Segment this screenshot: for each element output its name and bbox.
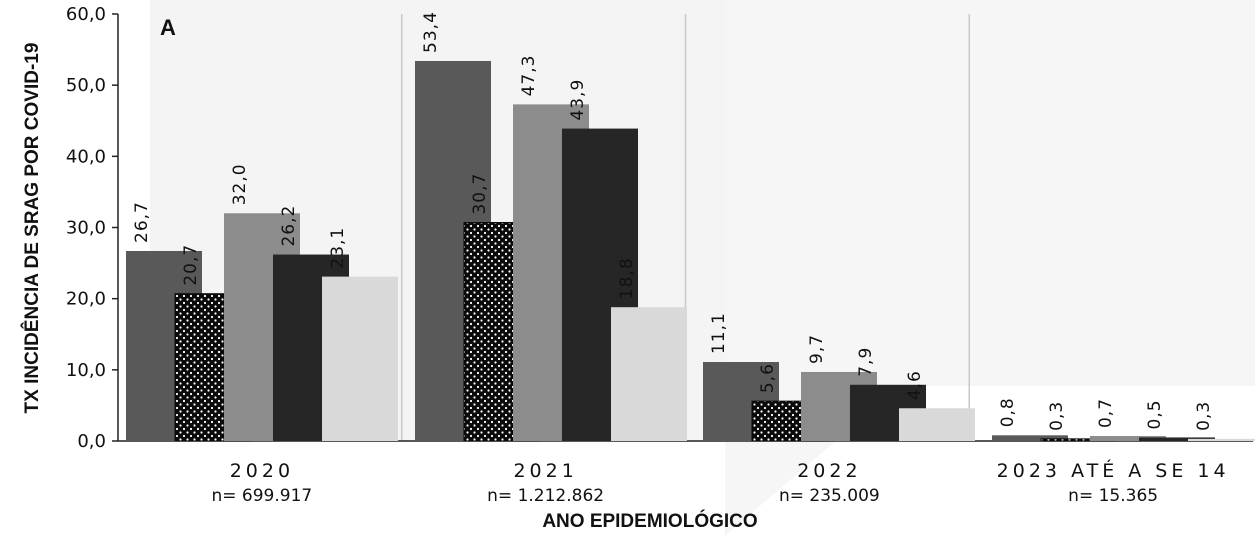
category-label: 2020 bbox=[230, 460, 294, 482]
data-label: 26,7 bbox=[132, 201, 152, 243]
data-label: 0,7 bbox=[1096, 398, 1116, 428]
data-label: 0,3 bbox=[1047, 401, 1067, 431]
panel-label: A bbox=[160, 15, 176, 40]
bar bbox=[322, 276, 398, 441]
category-n-label: n= 1.212.862 bbox=[487, 486, 604, 506]
x-axis-title: ANO EPIDEMIOLÓGICO bbox=[542, 510, 757, 532]
data-label: 7,9 bbox=[856, 347, 876, 377]
category-label: 2023 ATÉ A SE 14 bbox=[997, 459, 1230, 482]
data-label: 20,7 bbox=[181, 244, 201, 286]
data-label: 47,3 bbox=[519, 55, 539, 97]
data-label: 30,7 bbox=[470, 173, 490, 215]
data-label: 53,4 bbox=[421, 11, 441, 53]
data-label: 0,8 bbox=[998, 397, 1018, 427]
y-tick-label: 40,0 bbox=[66, 146, 106, 167]
data-label: 18,8 bbox=[617, 257, 637, 299]
data-label: 26,2 bbox=[279, 205, 299, 247]
category-label: 2022 bbox=[797, 460, 861, 482]
y-tick-label: 50,0 bbox=[66, 75, 106, 96]
category-n-label: n= 15.365 bbox=[1068, 486, 1158, 506]
bar bbox=[1139, 437, 1215, 441]
y-axis-title: TX INCIDÊNCIA DE SRAG POR COVID-19 bbox=[21, 43, 43, 414]
data-label: 23,1 bbox=[328, 227, 348, 269]
data-label: 32,0 bbox=[230, 163, 250, 205]
y-tick-label: 60,0 bbox=[66, 4, 106, 25]
category-n-label: n= 699.917 bbox=[212, 486, 313, 506]
y-tick-label: 20,0 bbox=[66, 289, 106, 310]
data-label: 5,6 bbox=[758, 363, 778, 393]
bar bbox=[1090, 436, 1166, 441]
bar bbox=[992, 435, 1068, 441]
data-label: 4,6 bbox=[905, 370, 925, 400]
bar bbox=[611, 307, 687, 441]
category-n-label: n= 235.009 bbox=[779, 486, 880, 506]
data-label: 0,3 bbox=[1194, 401, 1214, 431]
data-label: 0,5 bbox=[1145, 399, 1165, 429]
data-label: 9,7 bbox=[807, 334, 827, 364]
bar bbox=[1188, 438, 1255, 441]
data-label: 11,1 bbox=[709, 312, 729, 354]
background-shape bbox=[725, 0, 1255, 536]
y-tick-label: 30,0 bbox=[66, 218, 106, 239]
category-label: 2021 bbox=[513, 460, 577, 482]
y-tick-label: 10,0 bbox=[66, 360, 106, 381]
data-label: 43,9 bbox=[568, 79, 588, 121]
bar bbox=[899, 408, 975, 441]
y-tick-label: 0,0 bbox=[77, 431, 106, 452]
